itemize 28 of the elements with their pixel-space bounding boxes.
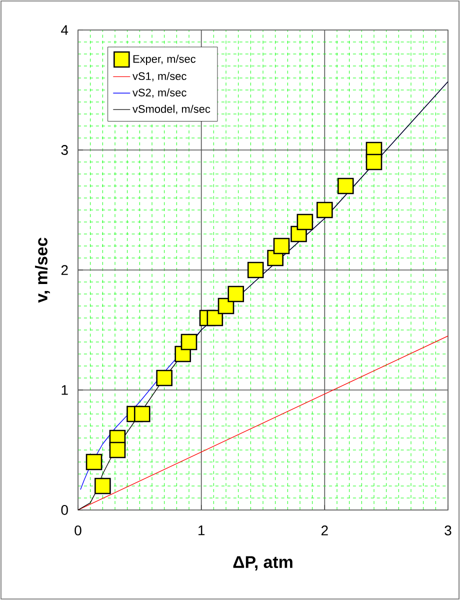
point xyxy=(94,478,111,494)
point xyxy=(134,406,150,422)
legend-label: vSmodel, m/sec xyxy=(132,104,210,114)
y-tick-label: 3 xyxy=(61,145,68,155)
y-tick-label: 0 xyxy=(61,505,68,515)
point xyxy=(337,178,354,194)
legend-label: vS2, m/sec xyxy=(132,88,186,98)
x-axis-title: ΔP, atm xyxy=(233,556,292,571)
point xyxy=(109,442,126,458)
x-tick-label: 3 xyxy=(444,526,452,536)
point xyxy=(296,214,314,230)
y-tick-label: 2 xyxy=(61,265,68,275)
legend-label: vS1, m/sec xyxy=(132,72,186,82)
point xyxy=(180,334,198,350)
legend-label: Exper, m/sec xyxy=(133,54,196,65)
y-tick-label: 4 xyxy=(61,25,68,35)
point xyxy=(247,262,264,278)
point xyxy=(273,238,290,254)
point xyxy=(156,370,172,386)
y-tick-label: 1 xyxy=(62,385,68,395)
point xyxy=(366,154,382,170)
point xyxy=(228,286,244,302)
point xyxy=(86,454,102,470)
y-axis-title: v, m/sec xyxy=(34,238,50,303)
x-tick-label: 2 xyxy=(321,526,328,536)
point xyxy=(316,202,333,218)
x-tick-label: 0 xyxy=(74,526,82,536)
x-tick-label: 1 xyxy=(198,526,205,536)
